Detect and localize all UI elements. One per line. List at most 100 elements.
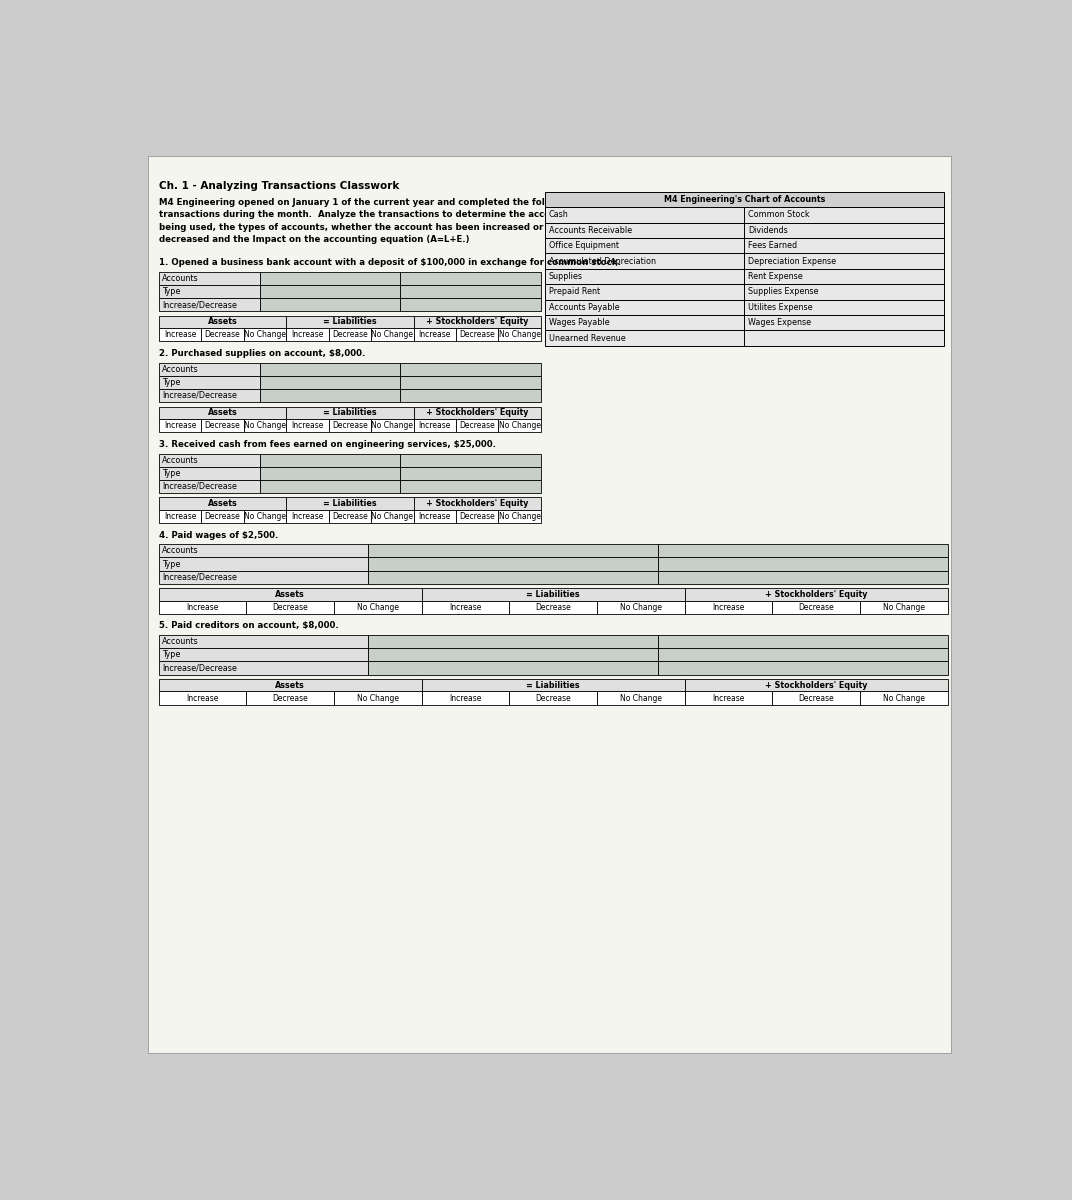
Bar bbox=[658, 648, 948, 661]
Bar bbox=[456, 419, 498, 432]
Text: Assets: Assets bbox=[208, 408, 237, 418]
Bar bbox=[329, 510, 371, 523]
Text: = Liabilities: = Liabilities bbox=[323, 408, 376, 418]
Bar bbox=[159, 558, 368, 570]
Text: Increase: Increase bbox=[292, 421, 324, 430]
Text: No Change: No Change bbox=[620, 602, 661, 612]
Bar bbox=[401, 298, 541, 311]
Bar bbox=[456, 328, 498, 341]
Text: Decrease: Decrease bbox=[799, 602, 834, 612]
Text: 1. Opened a business bank account with a deposit of $100,000 in exchange for com: 1. Opened a business bank account with a… bbox=[159, 258, 621, 266]
Text: Accounts Payable: Accounts Payable bbox=[549, 302, 620, 312]
Bar bbox=[658, 570, 948, 583]
Bar bbox=[159, 588, 421, 601]
Text: Depreciation Expense: Depreciation Expense bbox=[748, 257, 836, 265]
Bar bbox=[401, 362, 541, 376]
Text: No Change: No Change bbox=[371, 421, 414, 430]
Bar bbox=[159, 480, 260, 493]
Bar bbox=[159, 362, 260, 376]
Bar bbox=[414, 419, 456, 432]
Bar bbox=[247, 601, 334, 613]
Text: Increase: Increase bbox=[449, 694, 481, 702]
Bar bbox=[509, 601, 597, 613]
Text: Type: Type bbox=[162, 650, 180, 659]
Text: + Stockholders' Equity: + Stockholders' Equity bbox=[426, 408, 528, 418]
Text: Office Equipment: Office Equipment bbox=[549, 241, 619, 250]
Bar bbox=[368, 648, 658, 661]
Bar bbox=[159, 316, 286, 328]
Bar bbox=[368, 545, 658, 558]
Bar bbox=[658, 635, 948, 648]
Text: Decrease: Decrease bbox=[459, 511, 495, 521]
Bar bbox=[202, 510, 243, 523]
Bar bbox=[159, 298, 260, 311]
Text: No Change: No Change bbox=[883, 602, 925, 612]
Text: + Stockholders' Equity: + Stockholders' Equity bbox=[426, 317, 528, 326]
Bar bbox=[371, 419, 414, 432]
Bar bbox=[545, 192, 943, 208]
Bar bbox=[773, 601, 860, 613]
Text: = Liabilities: = Liabilities bbox=[323, 317, 376, 326]
Bar bbox=[329, 419, 371, 432]
Text: Fees Earned: Fees Earned bbox=[748, 241, 798, 250]
Text: + Stockholders' Equity: + Stockholders' Equity bbox=[426, 499, 528, 508]
Bar bbox=[773, 691, 860, 704]
Bar bbox=[286, 510, 329, 523]
Bar bbox=[401, 454, 541, 467]
Text: Increase: Increase bbox=[164, 421, 196, 430]
Text: Increase: Increase bbox=[713, 602, 745, 612]
Bar bbox=[159, 679, 421, 691]
Text: Accounts: Accounts bbox=[162, 637, 198, 647]
Bar bbox=[159, 635, 368, 648]
Bar bbox=[260, 272, 401, 284]
Bar bbox=[545, 222, 943, 238]
Bar bbox=[368, 635, 658, 648]
Text: Prepaid Rent: Prepaid Rent bbox=[549, 287, 599, 296]
Text: 4. Paid wages of $2,500.: 4. Paid wages of $2,500. bbox=[159, 530, 278, 540]
Bar bbox=[159, 454, 260, 467]
Text: Increase: Increase bbox=[187, 602, 219, 612]
Bar bbox=[159, 389, 260, 402]
Bar bbox=[658, 661, 948, 674]
Text: Increase/Decrease: Increase/Decrease bbox=[162, 300, 237, 310]
Bar bbox=[334, 691, 421, 704]
Text: Decrease: Decrease bbox=[535, 694, 571, 702]
Text: + Stockholders' Equity: + Stockholders' Equity bbox=[765, 590, 867, 599]
Text: No Change: No Change bbox=[244, 330, 286, 340]
Text: Decrease: Decrease bbox=[332, 421, 368, 430]
Text: No Change: No Change bbox=[371, 511, 414, 521]
Text: 3. Received cash from fees earned on engineering services, $25,000.: 3. Received cash from fees earned on eng… bbox=[159, 439, 495, 449]
Text: Decrease: Decrease bbox=[799, 694, 834, 702]
Bar bbox=[159, 272, 260, 284]
Text: Type: Type bbox=[162, 559, 180, 569]
Text: Accumulated Depreciation: Accumulated Depreciation bbox=[549, 257, 656, 265]
Text: decreased and the Impact on the accounting equation (A=L+E.): decreased and the Impact on the accounti… bbox=[159, 235, 470, 244]
Text: Decrease: Decrease bbox=[205, 421, 240, 430]
Bar bbox=[498, 510, 541, 523]
Text: No Change: No Change bbox=[498, 511, 540, 521]
Text: Type: Type bbox=[162, 378, 180, 386]
Text: Increase: Increase bbox=[418, 330, 451, 340]
Bar bbox=[597, 601, 685, 613]
Bar bbox=[414, 510, 456, 523]
Bar bbox=[286, 316, 414, 328]
Bar bbox=[368, 558, 658, 570]
Text: 5. Paid creditors on account, $8,000.: 5. Paid creditors on account, $8,000. bbox=[159, 622, 339, 630]
Text: No Change: No Change bbox=[371, 330, 414, 340]
Text: No Change: No Change bbox=[883, 694, 925, 702]
Text: = Liabilities: = Liabilities bbox=[526, 590, 580, 599]
Bar bbox=[260, 480, 401, 493]
Bar bbox=[545, 330, 943, 346]
Text: Increase: Increase bbox=[418, 511, 451, 521]
Text: Unearned Revenue: Unearned Revenue bbox=[549, 334, 625, 342]
Text: Increase/Decrease: Increase/Decrease bbox=[162, 664, 237, 672]
Bar bbox=[159, 376, 260, 389]
Bar bbox=[401, 467, 541, 480]
Text: Common Stock: Common Stock bbox=[748, 210, 809, 220]
Bar bbox=[685, 691, 773, 704]
Bar bbox=[159, 328, 202, 341]
Bar bbox=[498, 328, 541, 341]
Bar bbox=[159, 467, 260, 480]
Text: Supplies: Supplies bbox=[549, 272, 582, 281]
Bar bbox=[498, 419, 541, 432]
